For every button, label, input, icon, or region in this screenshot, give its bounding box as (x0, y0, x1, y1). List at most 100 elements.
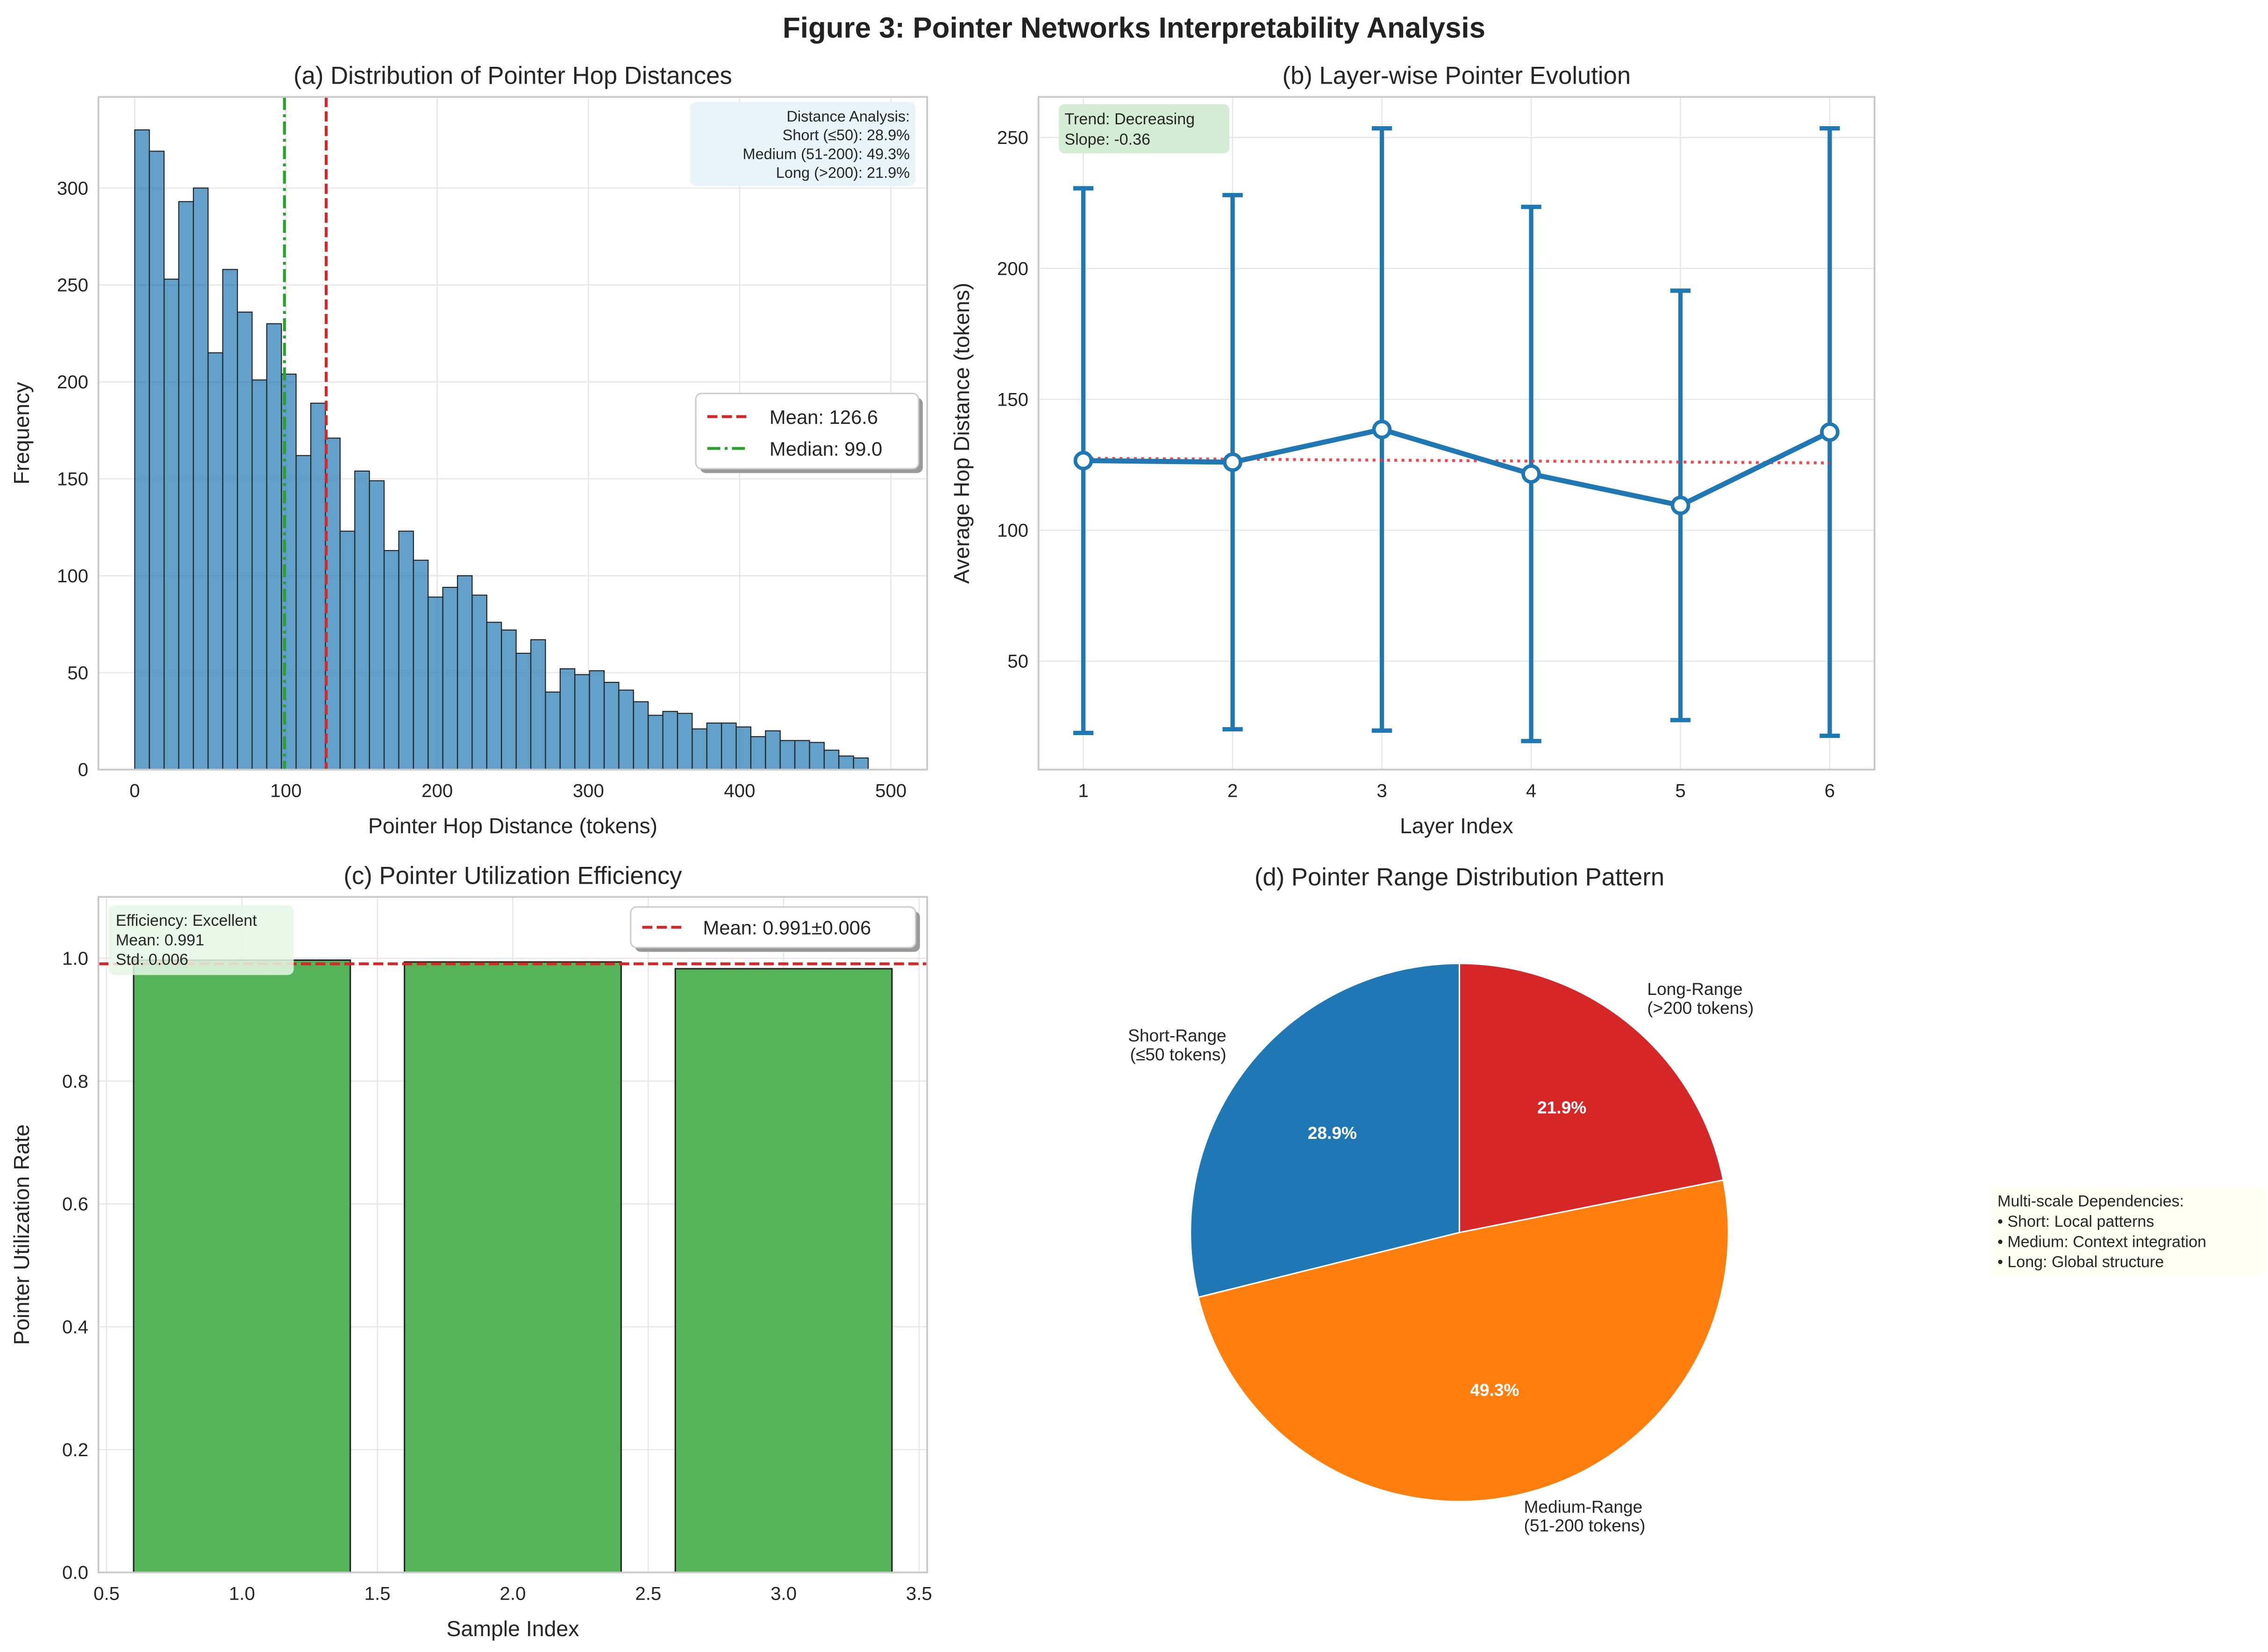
x-tick-label: 300 (573, 780, 604, 801)
histogram-bar (428, 596, 443, 770)
histogram-bar (765, 730, 781, 770)
histogram-bar (515, 652, 532, 770)
histogram-bar (149, 150, 165, 770)
utilization-bar (133, 959, 351, 1573)
x-tick-label: 3.0 (770, 1583, 797, 1604)
pie-slice-label: (≤50 tokens) (1130, 1044, 1227, 1064)
pie-slice-label: Medium-Range (1524, 1497, 1642, 1516)
x-tick-label: 0 (129, 780, 140, 801)
figure-title: Figure 3: Pointer Networks Interpretabil… (783, 12, 1485, 44)
efficiency-annotation-box (108, 905, 294, 975)
histogram-bar (618, 689, 634, 770)
x-tick-label: 3 (1376, 780, 1387, 801)
legend-box (695, 393, 920, 470)
pie-slice (1458, 963, 1724, 1234)
legend-median-label: Median: 99.0 (770, 438, 882, 460)
y-tick-label: 100 (57, 565, 88, 586)
histogram-bar (413, 559, 429, 770)
x-tick-label: 4 (1526, 780, 1536, 801)
pie-slice-label: Short-Range (1128, 1026, 1227, 1045)
y-tick-label: 0.0 (62, 1562, 88, 1583)
y-tick-label: 150 (997, 389, 1028, 410)
legend-box (630, 906, 917, 949)
data-point (1521, 464, 1541, 484)
histogram-bar (383, 550, 399, 770)
y-tick-label: 1.0 (62, 948, 88, 969)
x-tick-label: 1.0 (229, 1583, 255, 1604)
y-tick-label: 250 (997, 127, 1028, 148)
x-axis-label: Pointer Hop Distance (tokens) (368, 814, 657, 838)
histogram-bar (853, 757, 869, 770)
data-point (1820, 422, 1840, 442)
histogram-bar (442, 586, 458, 770)
y-tick-label: 50 (1007, 651, 1028, 672)
panel-title: (b) Layer-wise Pointer Evolution (1282, 62, 1631, 90)
histogram-bar (603, 682, 620, 770)
efficiency-annotation-line: Mean: 0.991 (116, 931, 204, 949)
x-axis-label: Layer Index (1400, 814, 1513, 838)
histogram-bar (237, 311, 253, 770)
x-tick-label: 500 (875, 780, 906, 801)
histogram-bar (310, 402, 326, 770)
y-axis-label: Pointer Utilization Rate (9, 1124, 34, 1345)
histogram-bar (648, 715, 663, 770)
series-line (1083, 427, 1831, 508)
histogram-bar (486, 622, 502, 770)
axes-frame (1037, 96, 1876, 771)
x-tick-label: 400 (724, 780, 755, 801)
x-tick-label: 1 (1078, 780, 1088, 801)
efficiency-annotation-line: Efficiency: Excellent (116, 912, 257, 930)
dependencies-annotation-line: • Medium: Context integration (1997, 1233, 2206, 1251)
y-tick-label: 0.8 (62, 1071, 88, 1092)
distance-annotation-line: Short (≤50): 28.9% (783, 127, 910, 143)
pie-percent-label: 49.3% (1470, 1380, 1519, 1400)
histogram-bar (706, 722, 722, 770)
distance-annotation-box (690, 102, 916, 186)
histogram-bar (339, 530, 356, 770)
pie-slice-label: (>200 tokens) (1647, 998, 1754, 1017)
histogram-bar (530, 639, 546, 770)
histogram-bar (134, 129, 150, 770)
y-axis-label: Frequency (9, 382, 34, 485)
histogram-bar (677, 713, 693, 770)
y-tick-label: 0.2 (62, 1439, 88, 1460)
x-tick-label: 100 (270, 780, 301, 801)
histogram-bar (735, 726, 752, 770)
histogram-bar (779, 740, 796, 770)
y-tick-label: 0.4 (62, 1316, 88, 1337)
utilization-bar (404, 961, 622, 1573)
histogram-bar (559, 668, 576, 770)
plot-area (1038, 97, 1875, 770)
x-axis-label: Sample Index (447, 1616, 579, 1641)
x-tick-label: 2 (1227, 780, 1238, 801)
pie-slice (1190, 963, 1461, 1298)
histogram-bar (222, 269, 238, 770)
x-tick-label: 2.0 (500, 1583, 526, 1604)
dependencies-annotation-line: • Long: Global structure (1997, 1253, 2164, 1271)
legend-mean-label: Mean: 0.991±0.006 (703, 917, 871, 939)
data-point (1073, 451, 1093, 471)
pie-percent-label: 28.9% (1308, 1123, 1357, 1143)
y-tick-label: 200 (57, 372, 88, 393)
histogram-bar (398, 530, 414, 770)
histogram-bar (456, 575, 473, 770)
trend-line (1083, 457, 1830, 465)
data-point (1670, 495, 1690, 515)
histogram-bar (251, 379, 267, 770)
dependencies-annotation-box (1990, 1186, 2265, 1276)
distance-annotation-line: Medium (51-200): 49.3% (743, 145, 910, 162)
data-point (1223, 452, 1242, 472)
histogram-bar (838, 755, 854, 770)
pie-slice-label: (51-200 tokens) (1524, 1516, 1645, 1535)
data-point (1372, 420, 1392, 439)
x-tick-label: 3.5 (906, 1583, 932, 1604)
x-tick-label: 2.5 (635, 1583, 661, 1604)
panel-a-histogram: 0 100 200 300 400 500 0 50 100 150 200 250 300 (a) Di… (9, 62, 928, 838)
efficiency-annotation-line: Std: 0.006 (116, 951, 188, 969)
x-tick-label: 0.5 (93, 1583, 120, 1604)
distance-annotation-line: Long (>200): 21.9% (776, 164, 910, 181)
histogram-bar (369, 480, 385, 770)
trend-annotation-line: Trend: Decreasing (1064, 110, 1195, 128)
x-tick-label: 5 (1675, 780, 1685, 801)
